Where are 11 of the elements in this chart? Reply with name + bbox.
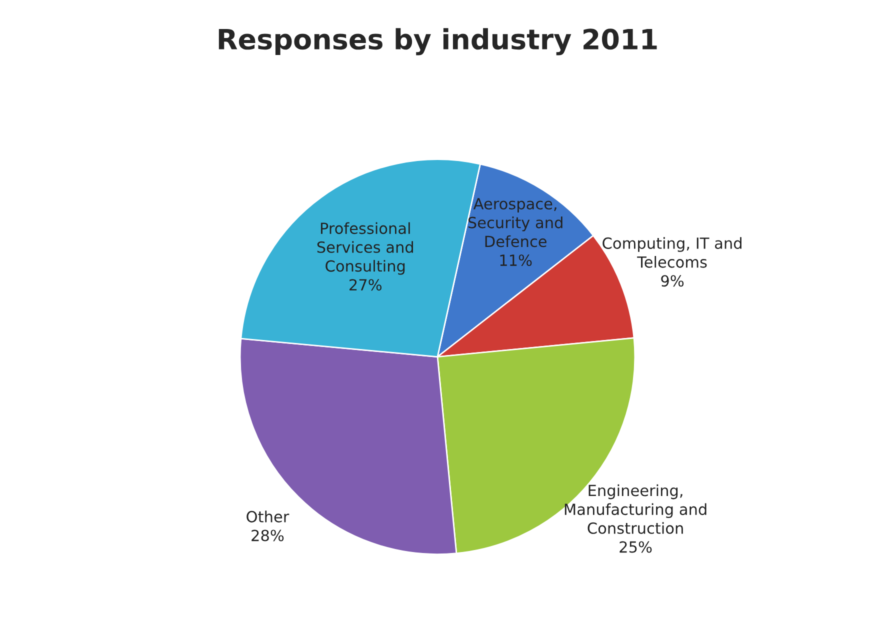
slice-label: Other bbox=[246, 510, 290, 522]
data-label: 25% bbox=[620, 541, 652, 553]
slice-label: Engineering, Manufacturing and Construction bbox=[564, 484, 706, 534]
data-label: 27% bbox=[350, 279, 382, 291]
chart-title: Responses by industry 2011 bbox=[218, 28, 657, 56]
slice-label: Aerospace, Security and Defence bbox=[468, 198, 562, 248]
slice-label: Professional Services and Consulting bbox=[317, 222, 413, 275]
data-label: 9% bbox=[661, 275, 684, 287]
slice-label: Computing, IT and Telecoms bbox=[602, 237, 742, 268]
data-label: 11% bbox=[500, 254, 532, 266]
data-label: 28% bbox=[252, 530, 284, 542]
